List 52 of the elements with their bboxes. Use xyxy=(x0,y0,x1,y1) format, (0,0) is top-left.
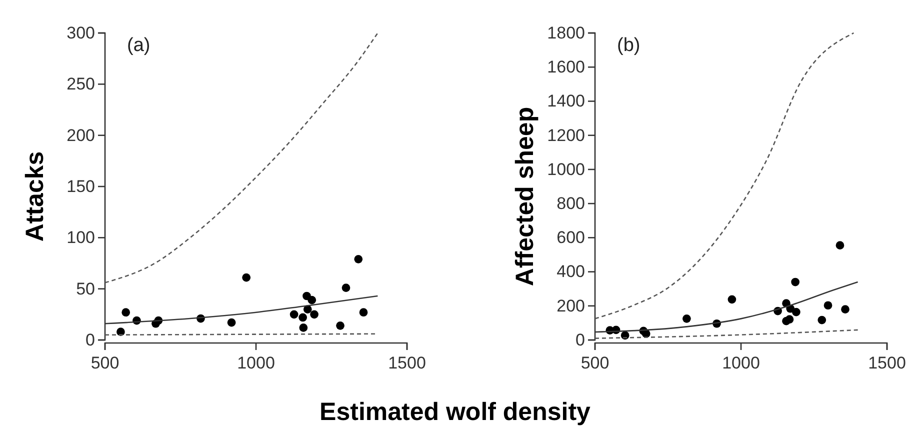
y-axis-title: Affected sheep xyxy=(511,106,539,286)
point xyxy=(818,316,826,324)
point xyxy=(336,322,344,330)
point xyxy=(682,314,691,323)
point xyxy=(791,278,800,286)
y-tick-label: 200 xyxy=(556,296,585,316)
point xyxy=(841,305,850,314)
y-tick-label: 600 xyxy=(556,228,585,248)
y-tick-label: 1000 xyxy=(547,160,585,179)
x-tick-label: 500 xyxy=(90,353,120,372)
y-tick-label: 1600 xyxy=(547,58,585,77)
y-tick-label: 0 xyxy=(86,330,95,350)
y-tick-label: 150 xyxy=(66,176,95,196)
point xyxy=(242,273,251,282)
x-tick-label: 1500 xyxy=(868,353,906,372)
point xyxy=(310,310,318,319)
x-tick-label: 1000 xyxy=(237,353,275,372)
x-tick-label: 500 xyxy=(580,353,610,372)
point xyxy=(303,305,312,314)
y-tick-label: 1800 xyxy=(547,23,585,42)
y-tick-label: 1200 xyxy=(547,126,585,145)
point xyxy=(359,308,368,317)
point xyxy=(785,315,794,324)
y-tick-label: 200 xyxy=(66,126,95,145)
y-tick-label: 0 xyxy=(576,330,585,350)
annotation: (a) xyxy=(127,35,150,56)
y-tick-label: 800 xyxy=(556,194,585,213)
y-tick-label: 50 xyxy=(76,279,95,298)
point xyxy=(792,308,800,316)
point xyxy=(836,241,844,250)
line-series xyxy=(104,32,378,284)
point xyxy=(299,324,308,332)
point xyxy=(122,308,130,317)
point xyxy=(298,313,307,322)
line-series xyxy=(594,32,854,320)
y-tick-label: 300 xyxy=(66,23,95,42)
y-tick-label: 1400 xyxy=(547,92,585,111)
point xyxy=(728,295,736,304)
point xyxy=(227,318,236,327)
point xyxy=(290,310,298,319)
x-axis-title: Estimated wolf density xyxy=(320,398,591,426)
point xyxy=(824,301,832,310)
point xyxy=(354,254,363,264)
x-tick-label: 1000 xyxy=(722,353,760,372)
x-tick-label: 1500 xyxy=(388,353,426,372)
y-tick-label: 400 xyxy=(556,262,585,282)
point xyxy=(308,296,316,304)
annotation: (b) xyxy=(617,35,640,56)
point xyxy=(342,284,350,292)
y-tick-label: 250 xyxy=(66,74,95,94)
y-tick-label: 100 xyxy=(66,228,95,248)
y-axis-title: Attacks xyxy=(21,151,49,242)
